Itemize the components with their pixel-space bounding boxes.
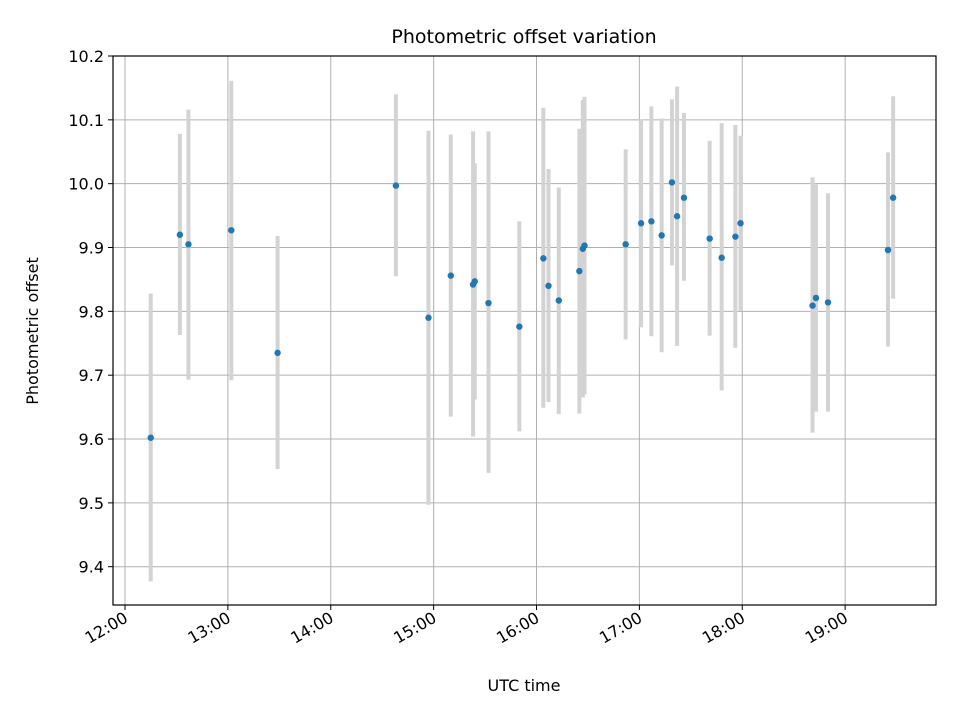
y-tick-label: 9.5 bbox=[79, 494, 104, 513]
data-point bbox=[485, 299, 492, 307]
y-tick-label: 10.1 bbox=[68, 111, 104, 130]
data-point bbox=[425, 314, 432, 321]
data-point bbox=[668, 179, 676, 186]
chart-title: Photometric offset variation bbox=[391, 26, 656, 48]
data-point bbox=[732, 233, 739, 240]
data-point bbox=[809, 302, 816, 309]
y-tick-label: 9.4 bbox=[79, 558, 104, 577]
data-point bbox=[718, 254, 725, 261]
data-point bbox=[576, 267, 583, 275]
data-point bbox=[540, 255, 547, 262]
data-point bbox=[228, 227, 235, 234]
plot-frame bbox=[112, 55, 937, 606]
y-axis-label: Photometric offset bbox=[23, 257, 42, 405]
y-tick-label: 9.9 bbox=[79, 239, 104, 258]
y-axis-ticks: 9.4 9.5 9.6 9.7 9.8 9.9 10.0 10.1 10.2 bbox=[68, 47, 113, 577]
data-point bbox=[637, 220, 645, 227]
data-point bbox=[471, 278, 478, 285]
y-tick-label: 9.6 bbox=[79, 430, 104, 449]
data-point bbox=[673, 213, 681, 220]
data-point bbox=[884, 246, 892, 254]
grid bbox=[113, 55, 936, 605]
data-point bbox=[889, 194, 897, 201]
y-tick-label: 9.7 bbox=[79, 366, 104, 385]
data-point bbox=[824, 299, 832, 306]
data-point bbox=[812, 294, 820, 302]
data-point bbox=[737, 220, 744, 227]
data-point bbox=[648, 218, 655, 225]
y-tick-label: 10.2 bbox=[68, 47, 104, 66]
data-point bbox=[185, 241, 192, 248]
x-axis-label: UTC time bbox=[488, 676, 561, 695]
data-point bbox=[581, 242, 588, 249]
data-point bbox=[555, 297, 562, 304]
data-point bbox=[658, 232, 665, 239]
data-point bbox=[545, 282, 552, 290]
data-point bbox=[392, 182, 400, 189]
data-point bbox=[622, 241, 629, 248]
data-point bbox=[176, 231, 184, 238]
data-point bbox=[680, 194, 688, 201]
data-points bbox=[147, 179, 897, 441]
data-point bbox=[147, 434, 154, 441]
data-point bbox=[274, 349, 281, 357]
data-point bbox=[706, 235, 713, 242]
data-point bbox=[447, 272, 454, 279]
y-tick-label: 9.8 bbox=[79, 302, 104, 321]
y-tick-label: 10.0 bbox=[68, 175, 104, 194]
data-point bbox=[516, 323, 523, 330]
